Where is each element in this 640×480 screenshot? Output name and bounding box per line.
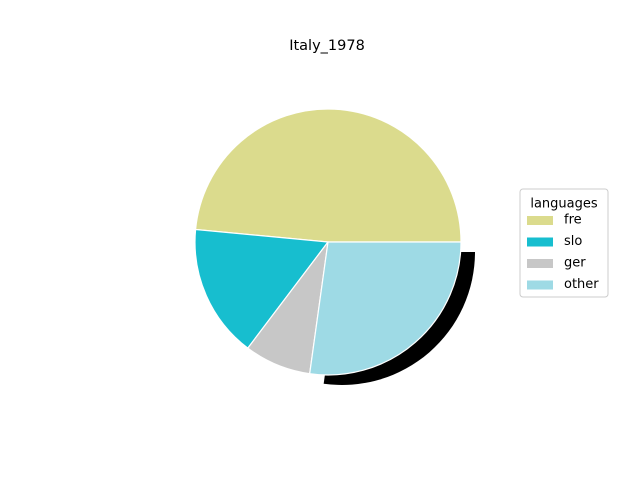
- pie-slice-slo: [194, 228, 329, 349]
- legend: languages fre slo ger other: [519, 188, 609, 298]
- legend-swatch-slo: [527, 237, 553, 247]
- pie-slice-fre: [194, 108, 462, 243]
- legend-label-slo: slo: [564, 234, 582, 249]
- legend-title: languages: [530, 197, 598, 212]
- legend-label-other: other: [564, 277, 599, 292]
- legend-items: fre slo ger other: [527, 213, 599, 292]
- chart-title: Italy_1978: [289, 38, 365, 54]
- legend-swatch-other: [527, 280, 553, 290]
- legend-swatch-ger: [527, 259, 553, 268]
- legend-label-fre: fre: [564, 213, 582, 228]
- pie-slice-other: [309, 241, 462, 376]
- legend-label-ger: ger: [564, 256, 586, 271]
- legend-swatch-fre: [527, 216, 553, 225]
- slices-layer: [194, 108, 462, 376]
